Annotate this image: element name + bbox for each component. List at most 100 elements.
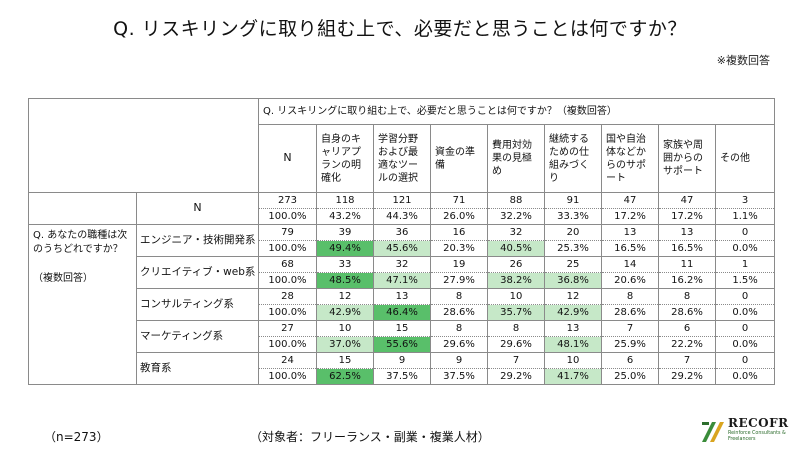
percent-cell: 1.5% <box>714 272 776 289</box>
percent-cell: 37.0% <box>316 336 374 353</box>
percent-cell: 37.5% <box>373 368 431 385</box>
count-cell: 10 <box>316 320 374 337</box>
table-row-counts: コンサルティング系 28 12 13 8 10 12 8 8 0 <box>29 288 776 321</box>
column-header-option: 国や自治体などからのサポート <box>601 124 659 193</box>
row-question-note: （複数回答） <box>33 273 93 284</box>
count-cell: 10 <box>544 352 602 369</box>
column-header-option: 費用対効果の見極め <box>487 124 545 193</box>
percent-cell: 17.2% <box>658 208 716 225</box>
count-cell: 13 <box>601 224 659 241</box>
count-cell: 19 <box>430 256 488 273</box>
count-cell: 68 <box>258 256 317 273</box>
count-cell: 6 <box>658 320 716 337</box>
count-cell: 0 <box>714 288 776 305</box>
column-header-option: 家族や周囲からのサポート <box>658 124 716 193</box>
count-cell: 28 <box>258 288 317 305</box>
sample-size-note: （n=273） <box>44 430 109 444</box>
percent-cell: 38.2% <box>487 272 545 289</box>
percent-cell: 100.0% <box>258 336 317 353</box>
count-cell: 9 <box>430 352 488 369</box>
count-cell: 88 <box>487 192 545 209</box>
percent-cell: 25.9% <box>601 336 659 353</box>
count-cell: 11 <box>658 256 716 273</box>
row-label: コンサルティング系 <box>136 288 259 321</box>
percent-cell: 29.2% <box>487 368 545 385</box>
percent-cell: 27.9% <box>430 272 488 289</box>
column-header-option: 学習分野および最適なツールの選択 <box>373 124 431 193</box>
table-row-percents: 100.0% 37.0% 55.6% 29.6% 29.6% 48.1% 25.9% 22.2… <box>29 336 776 353</box>
table-row-percents: 100.0% 62.5% 37.5% 37.5% 29.2% 41.7% 25.0% 29.2… <box>29 368 776 385</box>
percent-cell: 16.5% <box>658 240 716 257</box>
count-cell: 8 <box>601 288 659 305</box>
count-cell: 1 <box>714 256 776 273</box>
count-cell: 0 <box>714 352 776 369</box>
percent-cell: 0.0% <box>714 368 776 385</box>
count-cell: 32 <box>487 224 545 241</box>
percent-cell: 48.1% <box>544 336 602 353</box>
percent-cell: 25.0% <box>601 368 659 385</box>
percent-cell: 28.6% <box>601 304 659 321</box>
percent-cell: 1.1% <box>714 208 776 225</box>
percent-cell: 100.0% <box>258 304 317 321</box>
count-cell: 118 <box>316 192 374 209</box>
count-cell: 12 <box>316 288 374 305</box>
column-header-option: 継続するための仕組みづくり <box>544 124 602 193</box>
percent-cell: 45.6% <box>373 240 431 257</box>
count-cell: 15 <box>316 352 374 369</box>
column-header-n: N <box>258 124 317 193</box>
count-cell: 7 <box>658 352 716 369</box>
table-row-counts: 教育系 24 15 9 9 7 10 6 7 0 <box>29 352 776 385</box>
row-group-blank <box>28 192 137 225</box>
column-header-option: 資金の準備 <box>430 124 488 193</box>
count-cell: 27 <box>258 320 317 337</box>
count-cell: 39 <box>316 224 374 241</box>
percent-cell: 36.8% <box>544 272 602 289</box>
percent-cell: 100.0% <box>258 272 317 289</box>
percent-cell: 16.5% <box>601 240 659 257</box>
percent-cell: 44.3% <box>373 208 431 225</box>
percent-cell: 100.0% <box>258 240 317 257</box>
percent-cell: 20.6% <box>601 272 659 289</box>
percent-cell: 16.2% <box>658 272 716 289</box>
count-cell: 12 <box>544 288 602 305</box>
percent-cell: 28.6% <box>658 304 716 321</box>
row-question-cell: Q. あなたの職種は次のうちどれですか？ （複数回答） <box>28 224 137 385</box>
percent-cell: 26.0% <box>430 208 488 225</box>
row-label: クリエイティブ・web系 <box>136 256 259 289</box>
percent-cell: 40.5% <box>487 240 545 257</box>
row-question: Q. あなたの職種は次のうちどれですか？ <box>33 230 128 255</box>
percent-cell: 29.6% <box>487 336 545 353</box>
row-label: エンジニア・技術開発系 <box>136 224 259 257</box>
count-cell: 121 <box>373 192 431 209</box>
count-cell: 7 <box>487 352 545 369</box>
percent-cell: 29.6% <box>430 336 488 353</box>
count-cell: 13 <box>544 320 602 337</box>
logo-name: RECOFR <box>728 416 789 430</box>
page-title: Q. リスキリングに取り組む上で、必要だと思うことは何ですか？ <box>113 18 687 40</box>
percent-cell: 0.0% <box>714 336 776 353</box>
count-cell: 32 <box>373 256 431 273</box>
logo-tagline-line-1: Reinforce Consultants & <box>728 431 786 436</box>
count-cell: 273 <box>258 192 317 209</box>
count-cell: 79 <box>258 224 317 241</box>
table-row-counts: マーケティング系 27 10 15 8 8 13 7 6 0 <box>29 320 776 353</box>
count-cell: 14 <box>601 256 659 273</box>
count-cell: 20 <box>544 224 602 241</box>
percent-cell: 42.9% <box>316 304 374 321</box>
target-audience-note: （対象者：フリーランス・副業・複業人材） <box>250 430 490 444</box>
percent-cell: 22.2% <box>658 336 716 353</box>
count-cell: 91 <box>544 192 602 209</box>
count-cell: 33 <box>316 256 374 273</box>
percent-cell: 62.5% <box>316 368 374 385</box>
multiple-answer-note: ※複数回答 <box>716 54 770 67</box>
count-cell: 9 <box>373 352 431 369</box>
percent-cell: 55.6% <box>373 336 431 353</box>
percent-cell: 25.3% <box>544 240 602 257</box>
count-cell: 0 <box>714 320 776 337</box>
count-cell: 13 <box>658 224 716 241</box>
count-cell: 47 <box>658 192 716 209</box>
count-cell: 13 <box>373 288 431 305</box>
count-cell: 26 <box>487 256 545 273</box>
percent-cell: 20.3% <box>430 240 488 257</box>
